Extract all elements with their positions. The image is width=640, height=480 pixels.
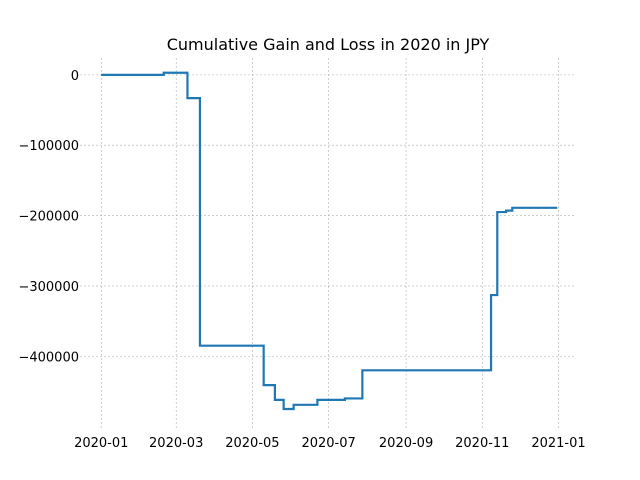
x-axis-ticks: 2020-01 2020-03 2020-05 2020-07 2020-09 2020-… (74, 436, 586, 451)
y-axis-ticks: 0 −100000 −200000 −300000 −400000 (18, 69, 79, 365)
x-tick-label: 2020-03 (149, 436, 203, 451)
x-tick-label: 2020-09 (379, 436, 433, 451)
x-tick-label: 2021-01 (531, 436, 585, 451)
chart-title: Cumulative Gain and Loss in 2020 in JPY (167, 35, 490, 54)
y-tick-label: −300000 (18, 280, 79, 295)
y-tick-label: 0 (71, 69, 79, 84)
grid-layer (80, 58, 576, 428)
x-tick-label: 2020-01 (74, 436, 128, 451)
x-tick-label: 2020-11 (455, 436, 509, 451)
y-tick-label: −100000 (18, 139, 79, 154)
x-tick-label: 2020-07 (301, 436, 355, 451)
series-line (101, 71, 558, 411)
y-tick-label: −200000 (18, 210, 79, 225)
x-tick-label: 2020-05 (225, 436, 279, 451)
series-layer (101, 71, 558, 411)
y-tick-label: −400000 (18, 350, 79, 365)
